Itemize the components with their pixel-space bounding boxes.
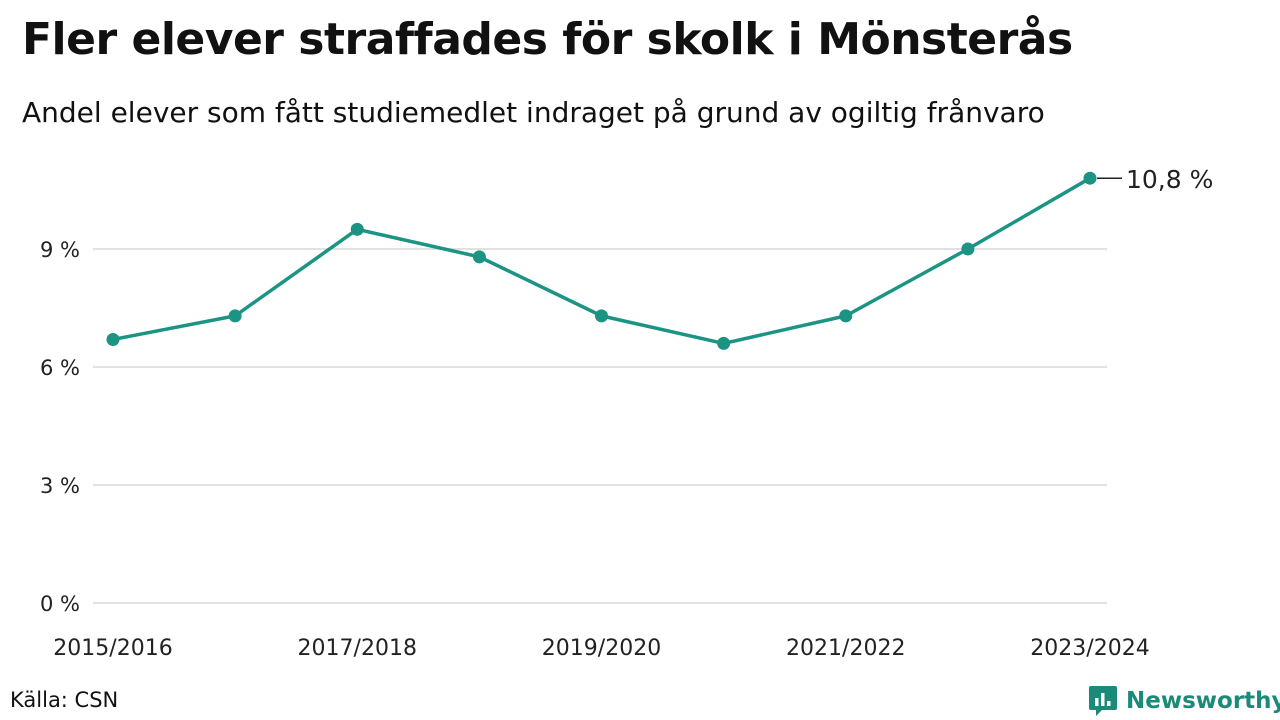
y-tick-label: 6 % [40, 356, 80, 380]
data-point [472, 250, 486, 264]
series-line-group [106, 171, 1097, 350]
x-tick-label: 2017/2018 [298, 636, 417, 661]
y-tick-label: 3 % [40, 474, 80, 498]
source-note: Källa: CSN [10, 688, 119, 712]
newsworthy-logo-icon [1089, 686, 1117, 716]
data-point [350, 222, 364, 236]
data-point [961, 242, 975, 256]
data-point [106, 332, 120, 346]
x-axis-ticks: 2015/2016 2017/2018 2019/2020 2021/2022 2023… [53, 636, 1149, 661]
y-tick-label: 9 % [40, 238, 80, 262]
brand-logo-link[interactable]: Newsworthy [1088, 684, 1280, 718]
grid-lines [93, 248, 1107, 604]
end-value-label: 10,8 % [1126, 165, 1213, 194]
brand-name: Newsworthy [1126, 688, 1280, 714]
data-point [595, 309, 608, 323]
data-point [1083, 171, 1097, 185]
y-axis-ticks: 0 % 3 % 6 % 9 % [40, 238, 80, 616]
end-label-group: 10,8 % [1097, 165, 1213, 194]
chart-title: Fler elever straffades för skolk i Mönst… [22, 14, 1073, 65]
x-tick-label: 2023/2024 [1030, 636, 1149, 661]
x-tick-label: 2021/2022 [786, 636, 905, 661]
x-tick-label: 2019/2020 [542, 636, 661, 661]
x-tick-label: 2015/2016 [53, 636, 172, 661]
data-point [717, 336, 731, 350]
y-tick-label: 0 % [40, 592, 80, 616]
chart-subtitle: Andel elever som fått studiemedlet indra… [22, 96, 1045, 129]
data-point [839, 309, 853, 323]
data-point [228, 309, 242, 323]
